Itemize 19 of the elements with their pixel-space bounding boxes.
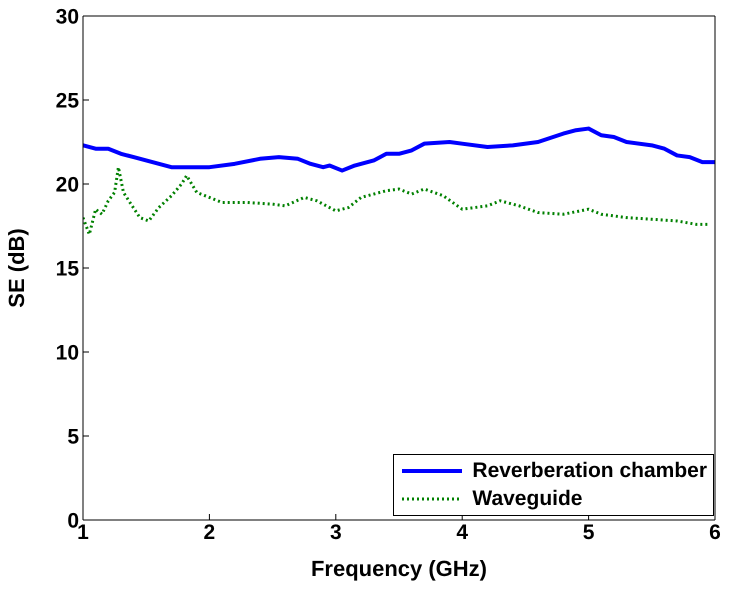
x-axis-title: Frequency (GHz) — [310, 556, 488, 581]
legend-label: Waveguide — [472, 486, 582, 512]
line-series — [83, 166, 710, 236]
x-tick-label: 5 — [582, 520, 595, 544]
x-tick-label: 3 — [330, 520, 342, 544]
line-series — [83, 126, 715, 173]
y-tick-label: 25 — [56, 89, 80, 112]
legend-label: Reverberation chamber — [472, 458, 707, 484]
y-tick-label: 0 — [67, 509, 79, 532]
y-axis-title: SE (dB) — [4, 228, 29, 308]
y-tick-label: 30 — [56, 5, 79, 28]
x-tick-label: 1 — [77, 520, 90, 544]
y-tick-label: 5 — [67, 425, 80, 448]
x-tick-label: 6 — [709, 520, 721, 544]
y-tick-label: 10 — [56, 341, 79, 364]
x-tick-label: 4 — [456, 520, 468, 544]
y-tick-label: 20 — [56, 173, 79, 196]
y-tick-label: 15 — [56, 257, 80, 280]
x-tick-label: 2 — [204, 520, 216, 544]
